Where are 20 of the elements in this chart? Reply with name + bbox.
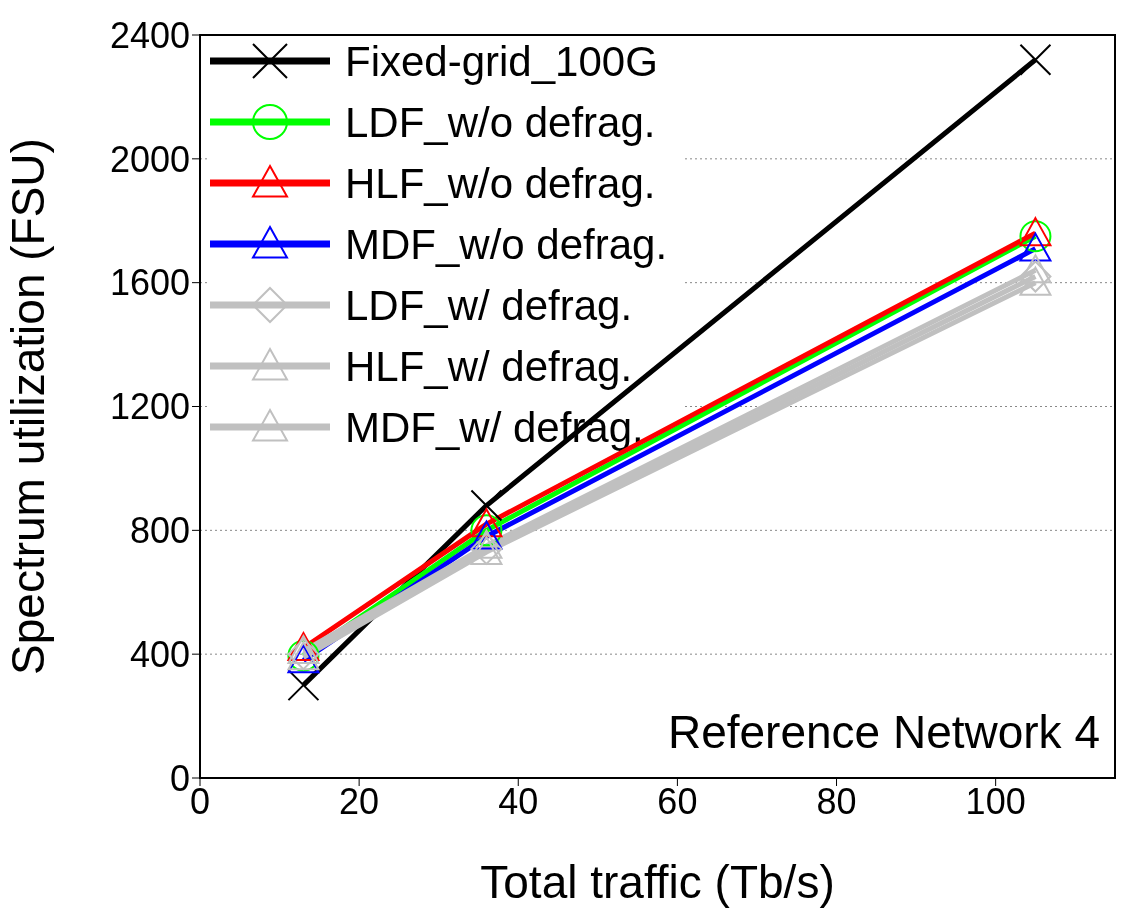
y-tick-label: 400 <box>129 633 190 675</box>
y-tick-label: 2000 <box>109 138 190 180</box>
legend-label: LDF_w/ defrag. <box>345 282 633 329</box>
x-tick-label: 100 <box>965 780 1026 822</box>
x-tick-label: 60 <box>657 780 698 822</box>
y-tick-label: 1600 <box>109 262 190 304</box>
legend-label: LDF_w/o defrag. <box>345 99 656 146</box>
y-axis-title: Spectrum utilization (FSU) <box>2 138 55 675</box>
legend-label: HLF_w/ defrag. <box>345 343 633 390</box>
legend-label: HLF_w/o defrag. <box>345 160 656 207</box>
annotation: Reference Network 4 <box>667 706 1100 758</box>
legend-label: MDF_w/o defrag. <box>345 221 668 268</box>
x-axis-title: Total traffic (Tb/s) <box>480 856 835 908</box>
x-tick-label: 40 <box>498 780 539 822</box>
y-tick-label: 800 <box>129 510 190 552</box>
y-tick-label: 2400 <box>109 14 190 56</box>
y-tick-label: 1200 <box>109 386 190 428</box>
x-tick-label: 20 <box>339 780 380 822</box>
x-tick-label: 80 <box>816 780 857 822</box>
legend-label: Fixed-grid_100G <box>345 38 658 85</box>
